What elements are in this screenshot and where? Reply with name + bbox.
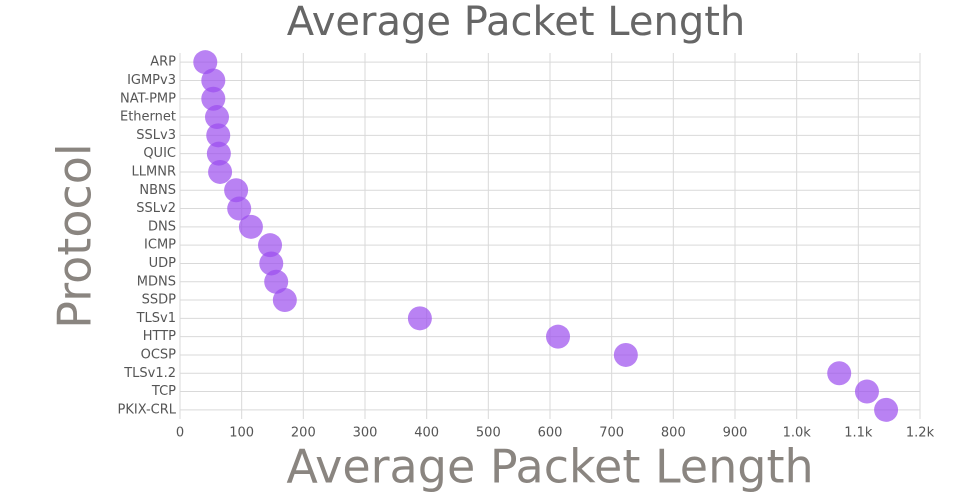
y-tick-label: ARP	[150, 55, 176, 70]
y-tick-label: SSLv3	[136, 128, 176, 143]
x-tick-label: 300	[353, 426, 378, 441]
y-tick-label: SSLv2	[136, 201, 176, 216]
y-tick-label: QUIC	[143, 146, 176, 161]
x-tick-label: 800	[661, 426, 686, 441]
x-tick-label: 200	[291, 426, 316, 441]
x-tick-label: 100	[229, 426, 254, 441]
x-tick-label: 500	[476, 426, 501, 441]
y-tick-label: SSDP	[142, 293, 177, 308]
x-tick-label: 400	[414, 426, 439, 441]
point	[264, 269, 289, 294]
x-tick-label: 0	[176, 426, 184, 441]
y-tick-label: ICMP	[144, 238, 176, 253]
point	[258, 233, 283, 258]
point	[208, 159, 233, 184]
point	[272, 288, 297, 313]
y-axis-title: Protocol	[48, 143, 102, 328]
y-tick-label: TLSv1	[136, 311, 176, 326]
y-tick-label: PKIX-CRL	[118, 402, 177, 417]
point	[259, 251, 284, 276]
y-tick-label: OCSP	[141, 347, 177, 362]
y-tick-label: NBNS	[139, 183, 176, 198]
point	[227, 196, 252, 221]
point	[238, 214, 263, 239]
point	[224, 178, 249, 203]
point	[206, 141, 231, 166]
point	[201, 86, 226, 111]
y-tick-label: HTTP	[143, 329, 176, 344]
point	[874, 397, 899, 422]
y-tick-label: NAT-PMP	[120, 91, 176, 106]
y-tick-label: LLMNR	[132, 164, 176, 179]
point	[206, 123, 231, 148]
y-tick-label: UDP	[149, 256, 177, 271]
y-tick-label: TLSv1.2	[123, 366, 176, 381]
x-tick-label: 1.1k	[844, 426, 873, 441]
y-tick-label: TCP	[151, 384, 176, 399]
point	[613, 342, 638, 367]
x-tick-label: 1.0k	[783, 426, 812, 441]
point	[827, 361, 852, 386]
y-tick-label: MDNS	[137, 274, 176, 289]
y-tick-label: Ethernet	[120, 110, 176, 125]
point	[854, 379, 879, 404]
point	[205, 105, 229, 130]
x-tick-label: 1.2k	[906, 426, 935, 441]
y-tick-label: DNS	[148, 219, 176, 234]
chart-title: Average Packet Length	[287, 0, 746, 45]
grid	[179, 53, 921, 419]
x-axis-title: Average Packet Length	[286, 440, 813, 494]
point	[407, 306, 432, 331]
x-tick-label: 700	[599, 426, 624, 441]
x-tick-label: 900	[723, 426, 748, 441]
point	[193, 50, 218, 75]
y-tick-label: IGMPv3	[127, 73, 176, 88]
x-tick-label: 600	[538, 426, 563, 441]
point	[546, 324, 571, 349]
point	[201, 68, 226, 93]
